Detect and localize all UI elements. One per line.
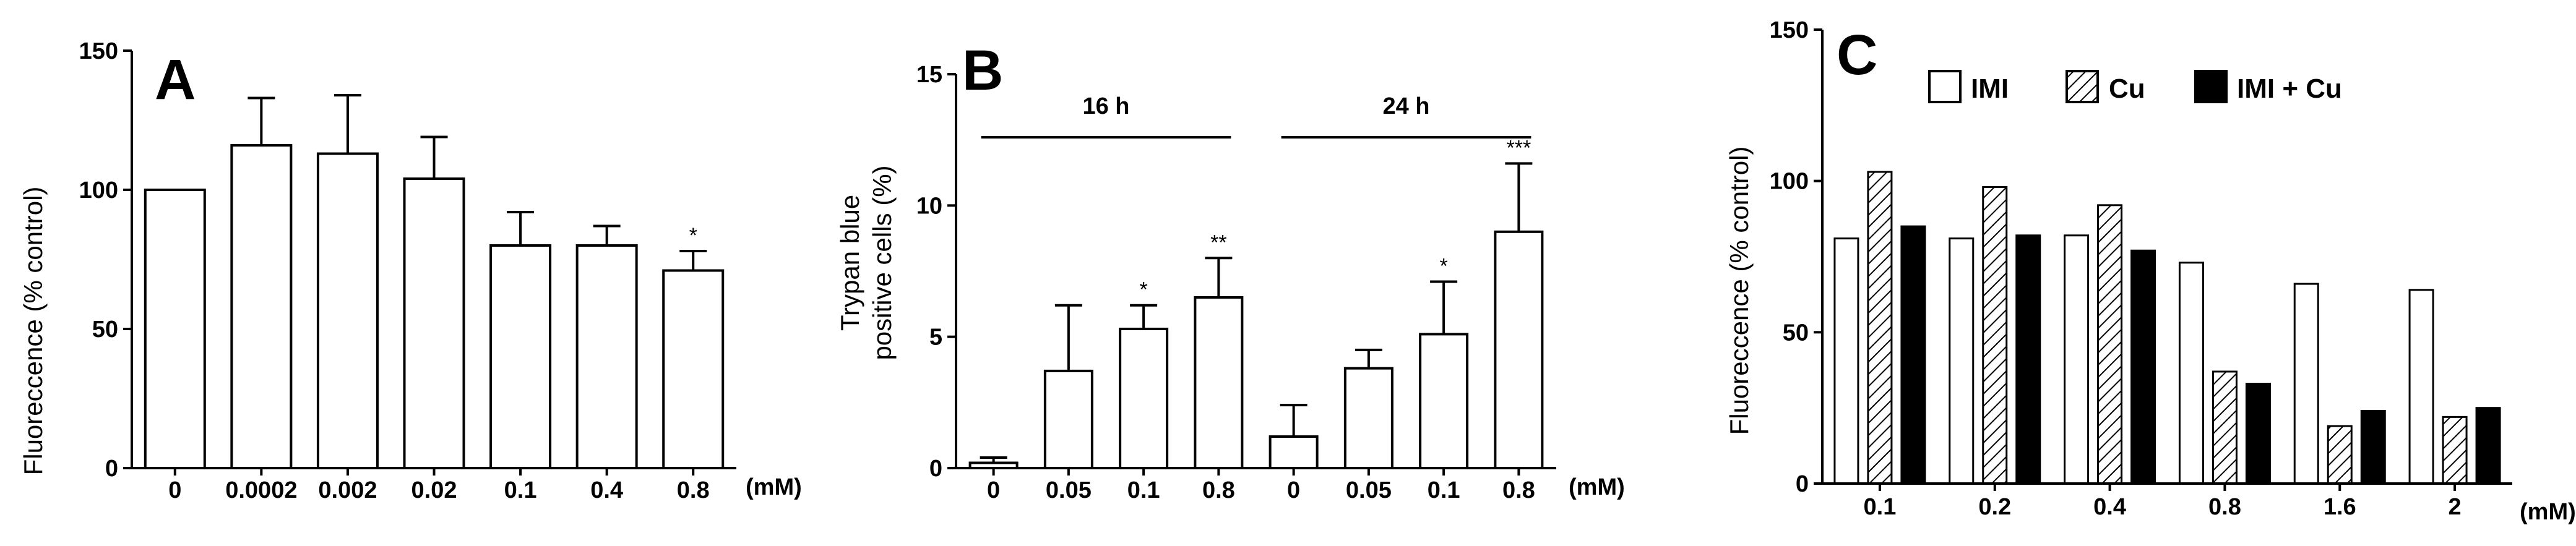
panel-c-x-unit: (mM) xyxy=(2520,499,2576,525)
panel-c-bar-hatched xyxy=(1867,171,1893,485)
panel-b-y-axis-title-line1: Trypan blue xyxy=(835,195,864,331)
panel-b-y-tick-label: 15 xyxy=(916,62,942,88)
panel-b-bar xyxy=(1269,435,1319,469)
legend-label-imi: IMI xyxy=(1971,74,2009,104)
panel-a-x-unit: (mM) xyxy=(746,474,802,500)
panel-c-y-tick-label: 0 xyxy=(1796,471,1809,497)
panel-c-bar-black xyxy=(2015,234,2041,485)
panel-b-bar xyxy=(1043,369,1093,470)
panel-b-bar xyxy=(1194,296,1244,469)
panel-a-x-tick-label: 0.0002 xyxy=(225,477,297,503)
panel-a-x-tick-label: 0 xyxy=(168,477,181,503)
panel-c-y-tick-label: 50 xyxy=(1783,320,1809,346)
panel-c-bar-hatched xyxy=(2442,416,2468,485)
panel-c-bar-white xyxy=(2064,234,2090,485)
panel-c-bar-black xyxy=(2245,383,2271,485)
panel-a-bar xyxy=(144,189,206,469)
panel-b-bar xyxy=(1494,230,1544,469)
panel-c-bar-hatched xyxy=(1982,186,2008,485)
panel-c-bar-hatched xyxy=(2097,204,2123,485)
panel-c-y-tick-label: 100 xyxy=(1770,169,1809,195)
legend-label-imi-cu: IMI + Cu xyxy=(2237,74,2342,104)
panel-a-label: A xyxy=(155,48,196,111)
panel-c-bar-white xyxy=(1833,237,1859,485)
panel-b-y-axis-title-line2: positive cells (%) xyxy=(868,165,897,360)
panel-a-y-tick-label: 150 xyxy=(79,38,118,64)
panel-b-x-tick-label: 0.05 xyxy=(1046,477,1092,503)
panel-a-y-tick-label: 50 xyxy=(92,317,118,343)
panel-c-axes: 0 50 100 150 0.1 0.2 0.4 0.8 1.6 2 xyxy=(1770,17,2512,520)
legend-label-cu: Cu xyxy=(2109,74,2145,104)
panel-b-significance: *** xyxy=(1507,136,1531,160)
panel-b-bar xyxy=(1119,327,1169,470)
panel-a-y-tick-label: 0 xyxy=(105,456,118,482)
panel-c-bar-black xyxy=(2360,410,2386,485)
panel-b-y-tick-label: 5 xyxy=(929,325,942,351)
panel-a-bar xyxy=(662,269,725,469)
panel-c-bar-white xyxy=(2408,289,2434,485)
panel-a-x-tick-label: 0.4 xyxy=(590,477,623,503)
panel-a-bar xyxy=(316,152,379,469)
panel-a-x-tick-label: 0.002 xyxy=(318,477,377,503)
panel-a-bar xyxy=(489,244,552,469)
panel-c-y-tick-label: 150 xyxy=(1770,17,1809,43)
panel-c-label: C xyxy=(1837,23,1877,87)
panel-a-bar xyxy=(403,177,465,469)
panel-b-x-tick-label: 0 xyxy=(987,477,1000,503)
panel-b-group-label: 16 h xyxy=(1082,93,1129,119)
panel-b-bars: ******* xyxy=(968,136,1544,470)
panel-c-bar-hatched xyxy=(2327,425,2353,485)
panel-b-bar xyxy=(1419,333,1469,469)
panel-b-x-tick-label: 0.8 xyxy=(1502,477,1535,503)
panel-c-bar-black xyxy=(2130,249,2156,485)
panel-b-y-tick-label: 10 xyxy=(916,193,942,219)
panel-c-x-tick-label: 0.1 xyxy=(1864,494,1897,520)
panel-b-significance: ** xyxy=(1210,231,1226,254)
panel-a-bar xyxy=(575,244,638,469)
panel-c-x-tick-label: 2 xyxy=(2449,494,2462,520)
panel-a-axes: 0 50 100 150 0 0.0002 0.002 0.02 0.1 0.4 0.8 xyxy=(79,38,736,503)
panel-c-bar-white xyxy=(2178,262,2204,485)
panel-b-x-unit: (mM) xyxy=(1569,474,1625,500)
panel-a-y-axis-title: Fluoreccence (% control) xyxy=(19,187,48,476)
panel-c-x-tick-label: 0.4 xyxy=(2093,494,2126,520)
panel-a: * 0 50 100 150 0 0.0002 0.002 0.02 0.1 0.4 0.8 A F… xyxy=(19,38,802,503)
panel-b-significance: * xyxy=(1440,254,1448,278)
panel-b-x-tick-label: 0 xyxy=(1287,477,1300,503)
panel-b-significance: * xyxy=(1140,278,1148,302)
panel-b-group-label: 24 h xyxy=(1382,93,1429,119)
panel-a-bars: * xyxy=(144,94,725,469)
panel-a-y-tick-label: 100 xyxy=(79,177,118,203)
panel-a-x-tick-label: 0.02 xyxy=(411,477,457,503)
panel-b-x-tick-label: 0.8 xyxy=(1202,477,1235,503)
panel-c-y-axis-title: Fluoreccence (% control) xyxy=(1725,147,1754,435)
panel-a-significance: * xyxy=(689,224,697,247)
panel-a-bar xyxy=(230,144,293,469)
panel-b-x-tick-label: 0.1 xyxy=(1127,477,1160,503)
panel-b-x-tick-label: 0.1 xyxy=(1428,477,1460,503)
panel-c-bar-black xyxy=(1900,225,1926,485)
panel-b-y-tick-label: 0 xyxy=(929,456,942,482)
panel-c-bar-white xyxy=(1949,237,1975,485)
panel-c-bar-hatched xyxy=(2212,370,2238,485)
panel-c-bar-white xyxy=(2293,283,2319,485)
panel-c-legend: IMI Cu IMI + Cu xyxy=(1928,70,2342,104)
panel-c-x-tick-label: 0.2 xyxy=(1978,494,2011,520)
panel-a-x-tick-label: 0.1 xyxy=(504,477,537,503)
panel-c-x-tick-label: 0.8 xyxy=(2208,494,2241,520)
panel-a-x-tick-label: 0.8 xyxy=(677,477,710,503)
panel-c-bar-black xyxy=(2475,407,2501,485)
panel-b-bar xyxy=(1343,367,1394,469)
panel-b-axes: 0 5 10 15 0 0.05 0.1 0.8 16 h 0 0.05 0.1 0.8 24 h xyxy=(916,62,1556,503)
panel-b-label: B xyxy=(962,39,1003,102)
legend-swatch-imi xyxy=(1928,70,1962,103)
panel-c-bars xyxy=(1833,171,2501,485)
panel-b-x-tick-label: 0.05 xyxy=(1346,477,1392,503)
legend-swatch-imi-cu xyxy=(2194,70,2228,103)
legend-swatch-cu xyxy=(2066,70,2099,103)
panel-c-x-tick-label: 1.6 xyxy=(2324,494,2356,520)
panel-c: 0 50 100 150 0.1 0.2 0.4 0.8 1.6 2 C Fluoreccence… xyxy=(1725,17,2576,525)
